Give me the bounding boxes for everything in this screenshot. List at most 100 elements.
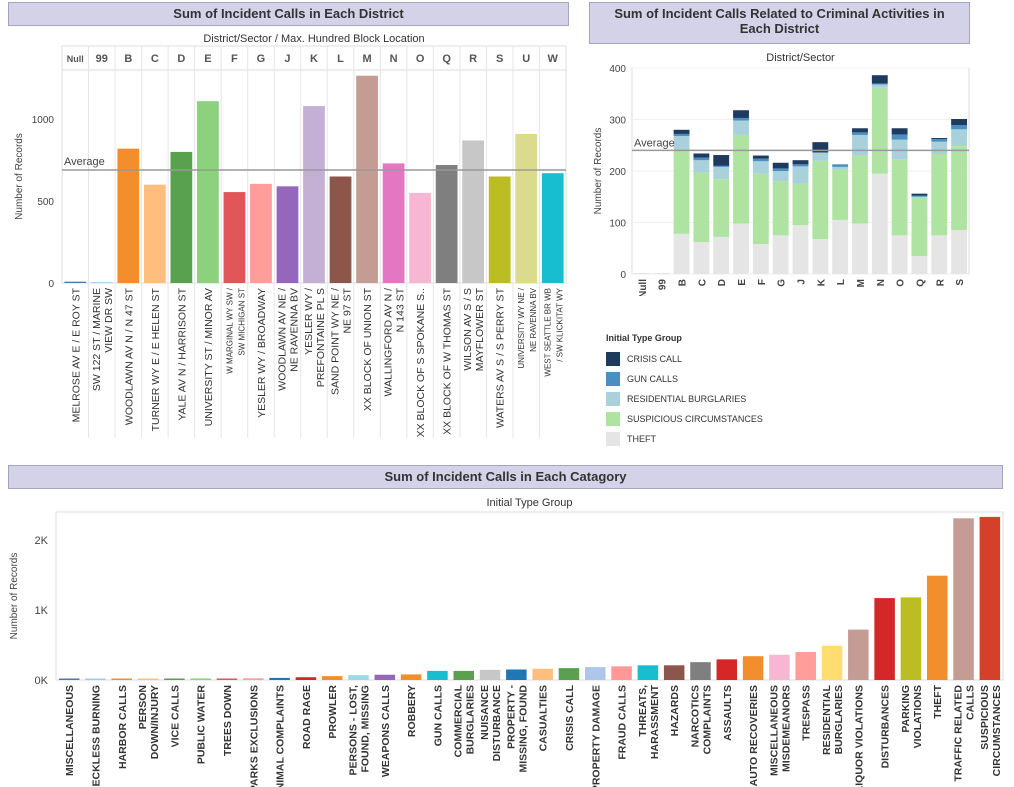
- district-label: Null: [638, 279, 649, 296]
- district-label: J: [797, 279, 808, 285]
- stacked-bar-segment: [713, 155, 730, 166]
- district-label: Q: [915, 279, 926, 287]
- y-tick-label: 2K: [35, 535, 49, 547]
- category-label: RECKLESS BURNING: [90, 685, 102, 787]
- category-bar: [506, 669, 527, 680]
- stacked-bar-segment: [911, 196, 928, 198]
- stacked-bar-segment: [852, 155, 868, 224]
- category-chart-title: Sum of Incident Calls in Each Catagory: [8, 465, 1003, 489]
- stacked-bar-segment: [931, 235, 948, 274]
- location-label: XX BLOCK OF S SPOKANE S..: [415, 288, 427, 437]
- location-label: YESLER WY / BROADWAY: [256, 288, 268, 418]
- category-bar: [321, 676, 343, 680]
- location-label: MELROSE AV E / E ROY ST: [70, 287, 82, 422]
- district-bar: [250, 183, 272, 283]
- location-label: W MARGINAL WY SW /: [225, 287, 234, 374]
- stacked-bar-segment: [812, 152, 829, 161]
- category-bar: [190, 678, 211, 680]
- category-label: PARKS EXCLUSIONS: [248, 685, 260, 787]
- legend-item-theft[interactable]: THEFT: [606, 429, 763, 449]
- stacked-bar-segment: [713, 166, 730, 180]
- category-bar: [742, 656, 764, 680]
- y-tick-label: 1K: [35, 605, 49, 617]
- stacked-bar-segment: [673, 133, 690, 136]
- category-label: COMPLAINTS: [701, 685, 713, 754]
- category-bar: [611, 666, 632, 680]
- header-label: Initial Type Group: [486, 497, 572, 509]
- stacked-bar-segment: [713, 179, 730, 237]
- category-label: DOWN/INJURY: [149, 685, 161, 759]
- y-tick-label: 0: [48, 279, 54, 290]
- legend-item-residential-burglaries[interactable]: RESIDENTIAL BURGLARIES: [606, 389, 763, 409]
- category-bar: [295, 677, 317, 680]
- category-label: NUISANCE: [479, 685, 491, 740]
- y-tick-label: 0: [620, 270, 626, 281]
- category-bar: [532, 668, 553, 680]
- category-bar: [164, 678, 185, 680]
- district-header-label: W: [548, 53, 559, 65]
- stacked-bar-segment: [733, 134, 749, 224]
- stacked-bar-segment: [852, 132, 868, 135]
- district-header-label: Null: [67, 54, 84, 64]
- stacked-bar-segment: [891, 159, 908, 236]
- stacked-bar-segment: [871, 87, 888, 174]
- stacked-bar-segment: [931, 139, 948, 142]
- category-label: SUSPICIOUS: [979, 685, 991, 750]
- stacked-bar-segment: [812, 160, 829, 239]
- district-header-label: O: [416, 53, 425, 65]
- location-label: SW 122 ST / MARINE: [91, 288, 103, 391]
- stacked-bar-segment: [772, 171, 789, 182]
- district-header-label: K: [310, 53, 318, 65]
- district-header-label: G: [257, 53, 266, 65]
- stacked-bar-segment: [733, 110, 749, 118]
- stacked-bar-segment: [792, 166, 809, 184]
- stacked-bar-segment: [951, 129, 968, 147]
- category-label: ANIMAL COMPLAINTS: [275, 685, 287, 787]
- legend-item-suspicious-circumstances[interactable]: SUSPICIOUS CIRCUMSTANCES: [606, 409, 763, 429]
- location-label: XX BLOCK OF UNION ST: [362, 287, 374, 411]
- y-tick-label: 300: [609, 116, 626, 127]
- category-bar: [427, 670, 448, 680]
- legend-item-gun-calls[interactable]: GUN CALLS: [606, 369, 763, 389]
- category-label: CRISIS CALL: [564, 684, 576, 751]
- category-bar: [690, 662, 711, 680]
- district-bar: [541, 173, 564, 283]
- stacked-bar-segment: [792, 183, 809, 226]
- category-label: THEFT: [932, 684, 944, 718]
- location-label: SW MICHIGAN ST: [237, 288, 246, 356]
- y-axis-label: Number of Records: [593, 128, 604, 215]
- stacked-bar-segment: [693, 172, 710, 243]
- legend-swatch: [606, 412, 620, 426]
- category-label: LIQUOR VIOLATIONS: [853, 685, 865, 787]
- legend-item-crisis-call[interactable]: CRISIS CALL: [606, 349, 763, 369]
- location-label: WEST SEATTLE BR WB: [544, 288, 553, 377]
- category-bar: [479, 669, 501, 680]
- stacked-bar-segment: [951, 118, 968, 126]
- district-bar: [64, 281, 87, 283]
- stacked-bar-segment: [772, 181, 789, 236]
- category-label: FRAUD CALLS: [617, 685, 629, 760]
- district-header-label: D: [177, 53, 185, 65]
- district-bar: [515, 133, 538, 283]
- category-label: AUTO RECOVERIES: [748, 685, 760, 786]
- category-bar: [137, 678, 159, 680]
- district-label: 99: [658, 279, 669, 291]
- stacked-bar-segment: [752, 158, 769, 162]
- category-label: PROWLER: [327, 685, 339, 739]
- district-label: L: [836, 279, 847, 285]
- district-chart-title: Sum of Incident Calls in Each District: [8, 2, 569, 26]
- district-header-label: M: [362, 53, 371, 65]
- category-bar: [400, 674, 422, 680]
- average-label: Average: [64, 156, 105, 168]
- stacked-bar-segment: [891, 139, 908, 160]
- criminal-stacked-bar-chart: District/Sector 0 100 200 300 400 Number of Re…: [593, 52, 970, 296]
- location-label: WALLINGFORD AV N /: [383, 288, 395, 397]
- stacked-bar-segment: [931, 154, 948, 236]
- district-bar-chart: District/Sector / Max. Hundred Block Loc…: [14, 33, 567, 438]
- category-label: HARASSMENT: [649, 684, 661, 759]
- category-label: CASUALTIES: [538, 685, 550, 751]
- category-label: VIOLATIONS: [912, 685, 924, 748]
- stacked-bar-segment: [832, 164, 849, 167]
- stacked-bar-segment: [772, 168, 789, 171]
- category-label: PROPERTY DAMAGE: [590, 685, 602, 787]
